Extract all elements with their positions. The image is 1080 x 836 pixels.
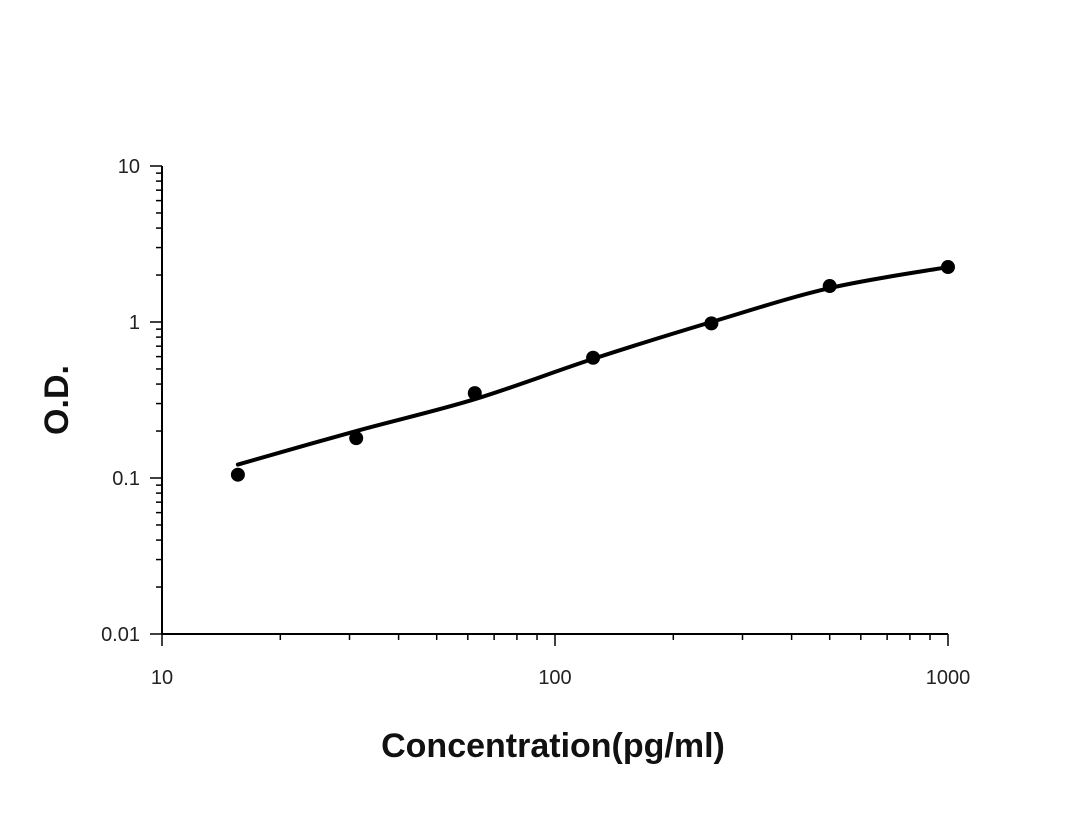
data-point (230, 467, 245, 482)
data-point (467, 386, 482, 401)
axes (161, 166, 948, 635)
data-point (704, 316, 719, 331)
fit-curve (235, 265, 950, 467)
fit-curve-layer (235, 265, 950, 467)
data-point (822, 279, 837, 294)
x-tick-label: 1000 (926, 667, 971, 689)
data-points-layer (230, 260, 955, 482)
tick-labels: 0.01 0.1 1 10 10 100 1000 (101, 156, 970, 689)
x-axis-title: Concentration(pg/ml) (381, 727, 725, 765)
y-tick-label: 1 (129, 312, 140, 334)
axis-ticks (150, 165, 949, 646)
x-tick-label: 100 (538, 667, 571, 689)
y-axis-title: O.D. (38, 365, 76, 435)
y-tick-label: 0.1 (112, 468, 140, 490)
data-point (941, 260, 955, 275)
y-tick-label: 0.01 (101, 624, 140, 646)
data-point (349, 431, 364, 446)
data-point (586, 350, 601, 365)
y-tick-label: 10 (118, 156, 140, 178)
x-tick-label: 10 (151, 667, 173, 689)
